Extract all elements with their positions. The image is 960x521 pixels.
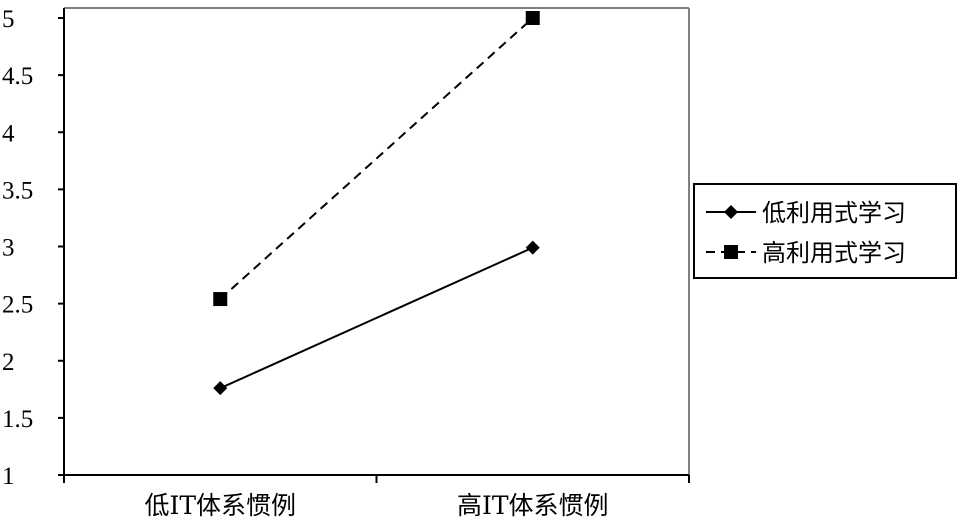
data-point-series-2 <box>213 292 228 307</box>
y-tick-label: 2 <box>2 349 15 376</box>
y-tick-label: 1.5 <box>2 406 33 433</box>
data-point-series-2 <box>525 11 540 25</box>
y-tick-label: 1 <box>2 463 15 490</box>
data-point-series-1 <box>213 381 228 396</box>
x-category-label: 低IT体系惯例 <box>144 491 296 520</box>
y-tick-label: 3.5 <box>2 177 33 204</box>
legend-marker-2 <box>724 245 738 259</box>
y-tick-label: 4 <box>2 120 15 147</box>
series-line-1 <box>219 246 534 390</box>
legend-label: 高利用式学习 <box>762 239 906 267</box>
legend-label: 低利用式学习 <box>762 199 906 227</box>
data-point-series-1 <box>525 240 540 255</box>
series-line-2 <box>219 17 534 300</box>
legend-box <box>693 183 957 279</box>
y-tick-label: 4.5 <box>2 63 33 90</box>
x-category-label: 高IT体系惯例 <box>457 491 609 520</box>
y-tick-label: 3 <box>2 235 15 262</box>
legend-marker-1 <box>724 205 738 219</box>
y-tick-label: 5 <box>2 6 15 33</box>
y-tick-label: 2.5 <box>2 292 33 319</box>
